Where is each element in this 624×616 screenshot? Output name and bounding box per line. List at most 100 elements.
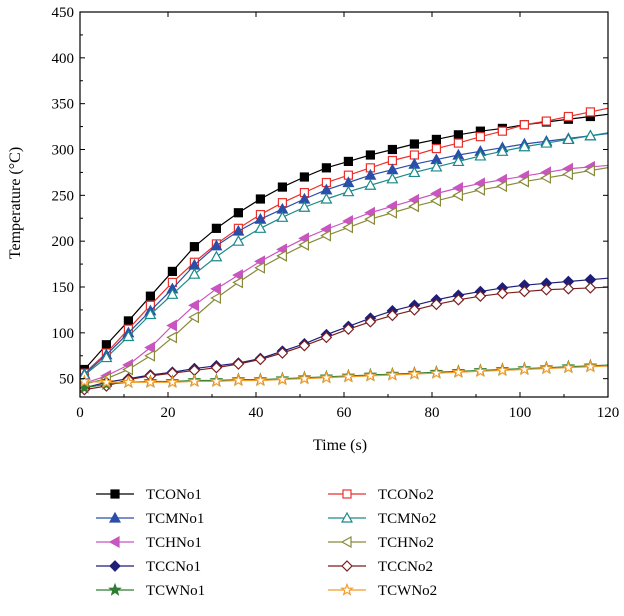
legend-item-tcmno1: TCMNo1	[96, 511, 204, 527]
point-tccno2	[276, 347, 289, 359]
legend-label: TCHNo1	[146, 535, 202, 551]
y-tick-label: 100	[52, 326, 75, 342]
point-tcwno2	[275, 372, 290, 386]
point-tcmno2	[210, 250, 223, 262]
point-tcwno2	[319, 370, 334, 384]
point-tchno2	[254, 261, 265, 274]
point-tcmno2	[188, 267, 201, 279]
point-tccno2	[320, 331, 333, 344]
point-tccno2	[540, 283, 553, 296]
legend-label: TCONo2	[378, 487, 434, 503]
point-tchno2	[364, 213, 375, 226]
point-tchno1	[188, 299, 199, 312]
y-tick-label: 200	[52, 234, 75, 250]
point-tcmno2	[298, 201, 311, 212]
point-tcono2	[431, 143, 441, 154]
point-tccno2	[518, 285, 531, 298]
point-tcwno2	[385, 367, 400, 381]
x-tick-label: 80	[425, 405, 440, 421]
point-tcono1	[387, 144, 397, 155]
point-tchno2	[342, 221, 353, 234]
point-tcmno1	[210, 239, 223, 251]
point-tcono2	[585, 107, 596, 117]
point-tcono1	[321, 163, 331, 173]
point-tcono1	[189, 242, 199, 252]
series-tchno2	[80, 164, 608, 391]
legend-item-tcmno2: TCMNo2	[328, 511, 436, 527]
point-tcmno2	[496, 145, 509, 156]
point-tcono2	[519, 120, 530, 130]
x-axis-label: Time (s)	[313, 437, 367, 454]
point-tcono2	[475, 132, 485, 142]
legend-marker	[108, 535, 120, 549]
line-tccno1	[80, 277, 608, 389]
point-tccno2	[474, 290, 487, 303]
point-tchno2	[562, 168, 574, 181]
point-tcmno2	[276, 211, 289, 222]
point-tccno2	[342, 323, 355, 336]
point-tcono1	[343, 156, 353, 167]
point-tcwno2	[407, 366, 422, 380]
point-tcwno2	[341, 369, 356, 383]
point-tchno2	[452, 189, 463, 202]
legend-marker	[340, 511, 354, 523]
legend: TCONo1 TCONo2 TCMNo1 TCMNo2 TCHNo1 TCHNo2 TCCN…	[96, 487, 437, 599]
point-tcmno2	[100, 351, 113, 363]
line-tchno2	[80, 167, 608, 385]
point-tcono2	[563, 111, 574, 122]
point-tcmno2	[474, 149, 487, 161]
y-axis-label: Temperature (°C)	[7, 147, 24, 259]
point-tchno1	[430, 187, 441, 200]
point-tcmno2	[232, 234, 245, 246]
point-tccno2	[562, 282, 575, 295]
point-tcono1	[167, 266, 177, 277]
point-tcono2	[497, 126, 507, 136]
point-tcmno2	[254, 222, 267, 233]
legend-label: TCCNo1	[146, 559, 201, 575]
point-tccno2	[232, 358, 245, 370]
legend-label: TCMNo2	[378, 511, 436, 527]
point-tchno2	[584, 164, 596, 177]
legend-marker	[341, 560, 353, 572]
point-tccno2	[584, 282, 597, 294]
point-tchno2	[386, 206, 397, 219]
point-tchno1	[210, 282, 221, 295]
point-tcwno2	[231, 373, 246, 387]
point-tccno2	[386, 309, 399, 322]
x-tick-label: 0	[76, 405, 84, 421]
point-tcono1	[277, 182, 287, 192]
series-tcmno2	[80, 129, 608, 380]
point-tcono1	[365, 150, 375, 160]
point-tchno2	[298, 238, 309, 251]
point-tchno2	[232, 276, 243, 289]
legend-item-tcwno2: TCWNo2	[328, 582, 437, 599]
point-tcwno2	[451, 365, 466, 379]
y-tick-label: 50	[59, 372, 74, 388]
legend-label: TCCNo2	[378, 559, 433, 575]
point-tcwno2	[165, 375, 180, 389]
point-tcono1	[211, 223, 221, 233]
point-tcwno2	[517, 362, 532, 376]
point-tchno2	[122, 363, 133, 376]
point-tchno1	[232, 269, 243, 282]
point-tcono1	[299, 172, 309, 182]
point-tccno2	[298, 339, 311, 352]
series-tcono1	[80, 111, 608, 375]
point-tcmno2	[342, 185, 355, 197]
point-tccno2	[364, 315, 377, 328]
point-tccno2	[210, 361, 223, 374]
point-tcmno2	[584, 129, 597, 141]
point-tccno2	[496, 287, 509, 300]
point-tchno2	[144, 349, 155, 362]
point-tcmno2	[320, 192, 333, 204]
legend-marker	[108, 582, 122, 596]
point-tcwno2	[121, 375, 136, 389]
point-tchno2	[210, 291, 221, 305]
point-tchno2	[166, 331, 177, 344]
legend-marker	[340, 535, 352, 549]
point-tcmno2	[386, 172, 399, 184]
point-tcono2	[387, 155, 397, 166]
point-tcono1	[409, 139, 419, 149]
point-tcmno2	[452, 155, 465, 167]
point-tcono1	[101, 340, 112, 350]
